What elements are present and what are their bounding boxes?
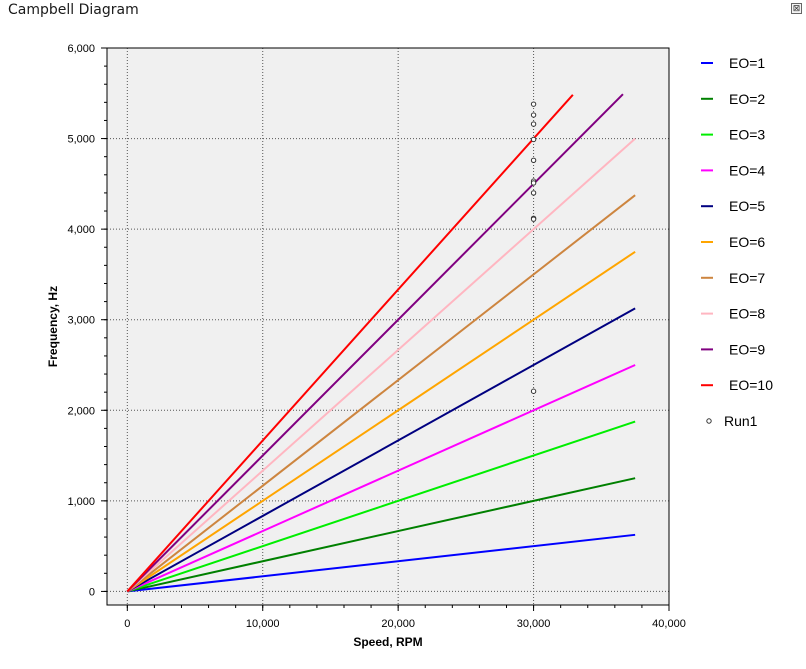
series-line-eo-2 xyxy=(127,477,636,593)
series-line-eo-8 xyxy=(126,137,636,593)
run1-point xyxy=(530,157,537,164)
run1-point xyxy=(530,190,537,196)
legend-label: Run1 xyxy=(724,413,758,429)
series-line-eo-5 xyxy=(126,307,636,593)
run1-point xyxy=(530,136,537,143)
legend-label: EO=9 xyxy=(729,341,765,357)
legend-label: EO=5 xyxy=(729,198,765,214)
series-line-eo-3 xyxy=(126,420,636,593)
run1-point xyxy=(530,180,537,186)
legend-label: EO=7 xyxy=(729,270,765,286)
run1-point xyxy=(530,388,537,394)
y-tick-label: 0 xyxy=(89,586,95,598)
y-tick-label: 5,000 xyxy=(67,134,95,146)
y-tick-label: 6,000 xyxy=(67,43,95,55)
y-tick-label: 2,000 xyxy=(67,405,95,417)
window-title: Campbell Diagram xyxy=(8,2,139,18)
series-line-eo-10 xyxy=(126,94,574,593)
run1-point xyxy=(530,101,537,107)
run1-point xyxy=(530,121,537,127)
plot-border xyxy=(106,47,670,606)
legend-label: EO=4 xyxy=(729,162,765,178)
run1-point xyxy=(530,216,537,222)
close-icon[interactable]: ⊠ xyxy=(791,3,802,14)
legend-run1-marker xyxy=(706,418,712,424)
series-line-eo-6 xyxy=(126,250,636,593)
x-tick-label: 40,000 xyxy=(652,618,686,630)
series-line-eo-9 xyxy=(126,93,624,593)
legend-label: EO=3 xyxy=(729,127,765,143)
y-tick-label: 3,000 xyxy=(67,315,95,327)
legend-label: EO=2 xyxy=(729,91,765,107)
y-tick-label: 4,000 xyxy=(67,224,95,236)
x-tick-label: 0 xyxy=(124,618,130,630)
legend-label: EO=8 xyxy=(729,306,765,322)
legend-label: EO=1 xyxy=(729,55,765,71)
series-line-eo-7 xyxy=(126,194,636,593)
y-tick-label: 1,000 xyxy=(67,496,95,508)
x-tick-label: 10,000 xyxy=(246,618,280,630)
run1-point xyxy=(530,112,537,118)
y-axis-title: Frequency, Hz xyxy=(46,286,60,367)
series-line-eo-1 xyxy=(127,533,636,593)
x-tick-label: 30,000 xyxy=(517,618,551,630)
legend-label: EO=10 xyxy=(729,377,773,393)
x-axis-title: Speed, RPM xyxy=(353,635,422,649)
series-line-eo-4 xyxy=(126,364,636,593)
legend-label: EO=6 xyxy=(729,234,765,250)
x-tick-label: 20,000 xyxy=(381,618,415,630)
